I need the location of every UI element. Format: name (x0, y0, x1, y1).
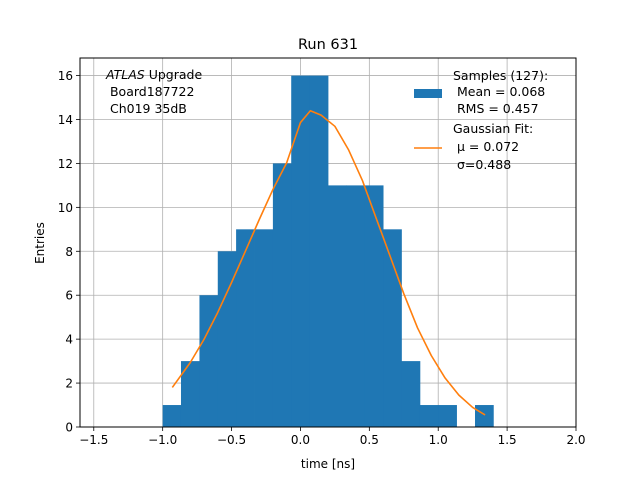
histogram-bar (180, 361, 200, 427)
histogram-bars (162, 75, 494, 428)
y-axis-label: Entries (33, 222, 47, 264)
legend-fit-line-3: σ=0.488 (453, 157, 511, 172)
gaussian-fit-line (171, 109, 486, 416)
histogram-bar (217, 251, 237, 427)
histogram-bar (475, 405, 494, 427)
histogram-bar (346, 185, 366, 427)
plot-frame (79, 57, 577, 428)
x-tick-label: 2.0 (566, 433, 585, 447)
legend-histogram-line-2: Mean = 0.068 (453, 84, 545, 99)
x-tick-label: −1.0 (148, 433, 177, 447)
x-tick-label: 0.0 (291, 433, 310, 447)
legend-histogram-line-1: Samples (127): (453, 68, 548, 83)
annotation-atlas-word: ATLAS (105, 67, 145, 82)
y-tick-label: 2 (65, 377, 73, 391)
legend-fit-line-2: μ = 0.072 (453, 139, 519, 154)
x-tick-label: 0.5 (360, 433, 379, 447)
x-tick-label: −0.5 (217, 433, 246, 447)
fit-curve-group (171, 109, 486, 416)
histogram-bar (272, 163, 292, 427)
histogram-bar (254, 229, 274, 427)
annotation-line-2: Board187722 (106, 84, 194, 99)
histogram-bar (401, 361, 421, 427)
y-tick-label: 10 (58, 201, 73, 215)
chart-title: Run 631 (298, 37, 358, 53)
x-axis-ticks: −1.5 −1.0 −0.5 0.0 0.5 1.0 1.5 2.0 (79, 427, 586, 447)
y-tick-label: 6 (65, 289, 73, 303)
histogram-bar (291, 75, 311, 428)
histogram-bar (328, 185, 347, 427)
y-tick-label: 12 (58, 157, 73, 171)
y-tick-label: 0 (65, 421, 73, 435)
y-tick-label: 14 (58, 113, 73, 127)
y-tick-label: 4 (65, 333, 73, 347)
annotation-line-3: Ch019 35dB (106, 101, 187, 116)
annotation-line-1: ATLAS Upgrade (105, 67, 202, 82)
legend-histogram-line-3: RMS = 0.457 (453, 101, 539, 116)
histogram-bar (162, 405, 182, 427)
x-tick-label: 1.5 (498, 433, 517, 447)
histogram-bar (309, 75, 329, 428)
annotation-upgrade-word: Upgrade (145, 67, 203, 82)
histogram-bar (438, 405, 457, 427)
x-tick-label: 1.0 (429, 433, 448, 447)
histogram-bar (236, 229, 255, 427)
x-tick-label: −1.5 (79, 433, 108, 447)
histogram-bar (364, 185, 384, 427)
histogram-bar (419, 405, 439, 427)
legend-histogram-swatch (414, 89, 442, 98)
legend: Samples (127): Mean = 0.068 RMS = 0.457 … (414, 68, 548, 172)
atlas-annotation: ATLAS Upgrade Board187722 Ch019 35dB (105, 67, 202, 116)
y-tick-label: 8 (65, 245, 73, 259)
y-axis-ticks: 0 2 4 6 8 10 12 14 16 (58, 69, 80, 435)
legend-fit-line-1: Gaussian Fit: (453, 121, 533, 136)
histogram-bar (199, 295, 219, 427)
y-tick-label: 16 (58, 69, 73, 83)
histogram-bar (383, 229, 402, 427)
x-axis-label: time [ns] (301, 457, 355, 471)
